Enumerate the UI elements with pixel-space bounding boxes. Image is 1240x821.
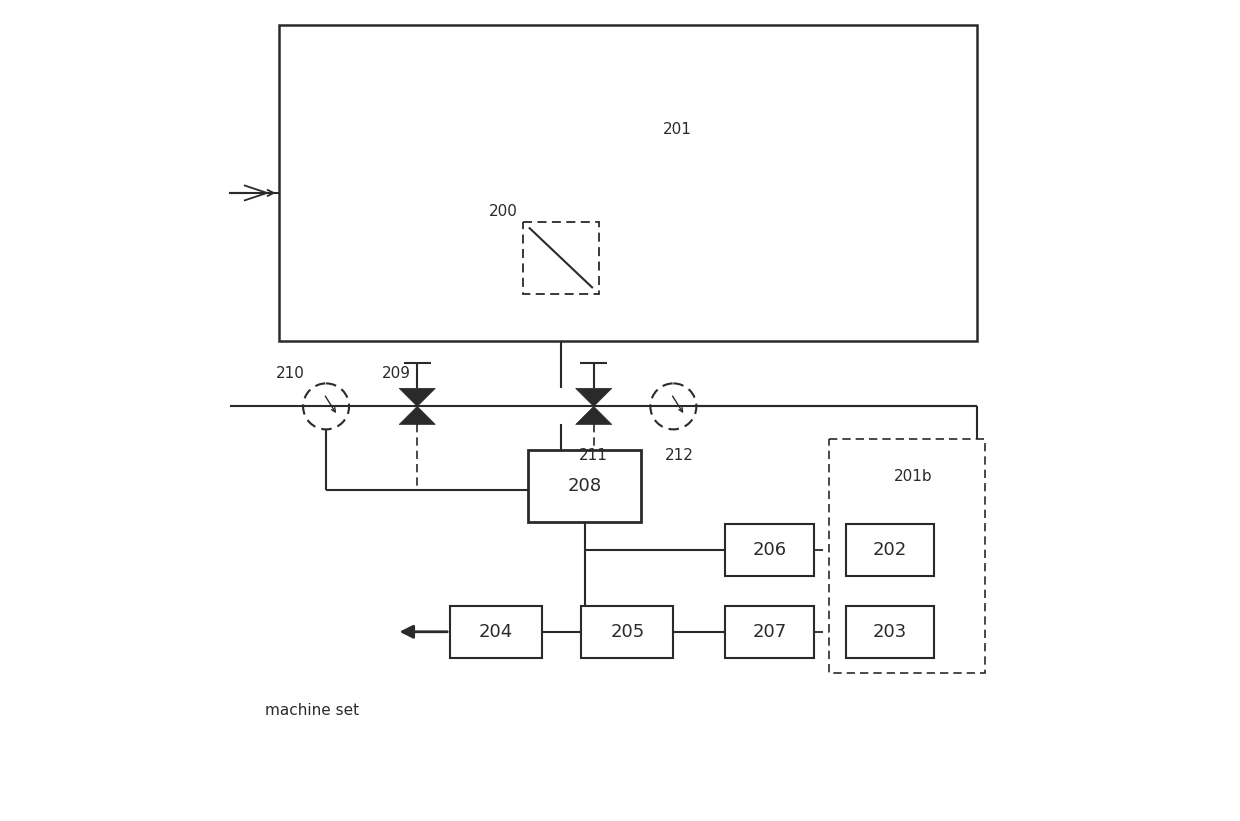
Polygon shape bbox=[399, 388, 435, 406]
Bar bbox=[450, 606, 542, 658]
Bar bbox=[582, 606, 673, 658]
Text: 205: 205 bbox=[610, 623, 645, 640]
Text: 204: 204 bbox=[479, 623, 513, 640]
Text: 203: 203 bbox=[873, 623, 908, 640]
Bar bbox=[846, 606, 935, 658]
Bar bbox=[279, 25, 977, 341]
Bar bbox=[725, 606, 813, 658]
Bar bbox=[528, 450, 641, 522]
Text: 200: 200 bbox=[489, 204, 518, 219]
Text: 209: 209 bbox=[382, 366, 412, 381]
Text: 201: 201 bbox=[662, 122, 692, 137]
Text: 211: 211 bbox=[579, 448, 608, 463]
Polygon shape bbox=[399, 406, 435, 424]
Text: 202: 202 bbox=[873, 541, 908, 558]
Polygon shape bbox=[575, 406, 611, 424]
Bar bbox=[830, 439, 986, 673]
Text: 208: 208 bbox=[568, 477, 601, 495]
Text: 207: 207 bbox=[753, 623, 786, 640]
Polygon shape bbox=[575, 388, 611, 406]
Bar bbox=[523, 222, 599, 294]
Bar bbox=[869, 450, 957, 503]
Bar bbox=[846, 524, 935, 576]
Text: 206: 206 bbox=[753, 541, 786, 558]
Text: 201b: 201b bbox=[894, 469, 932, 484]
Text: machine set: machine set bbox=[265, 703, 360, 718]
Bar bbox=[725, 524, 813, 576]
Text: 210: 210 bbox=[275, 366, 304, 381]
Text: 212: 212 bbox=[665, 448, 693, 463]
